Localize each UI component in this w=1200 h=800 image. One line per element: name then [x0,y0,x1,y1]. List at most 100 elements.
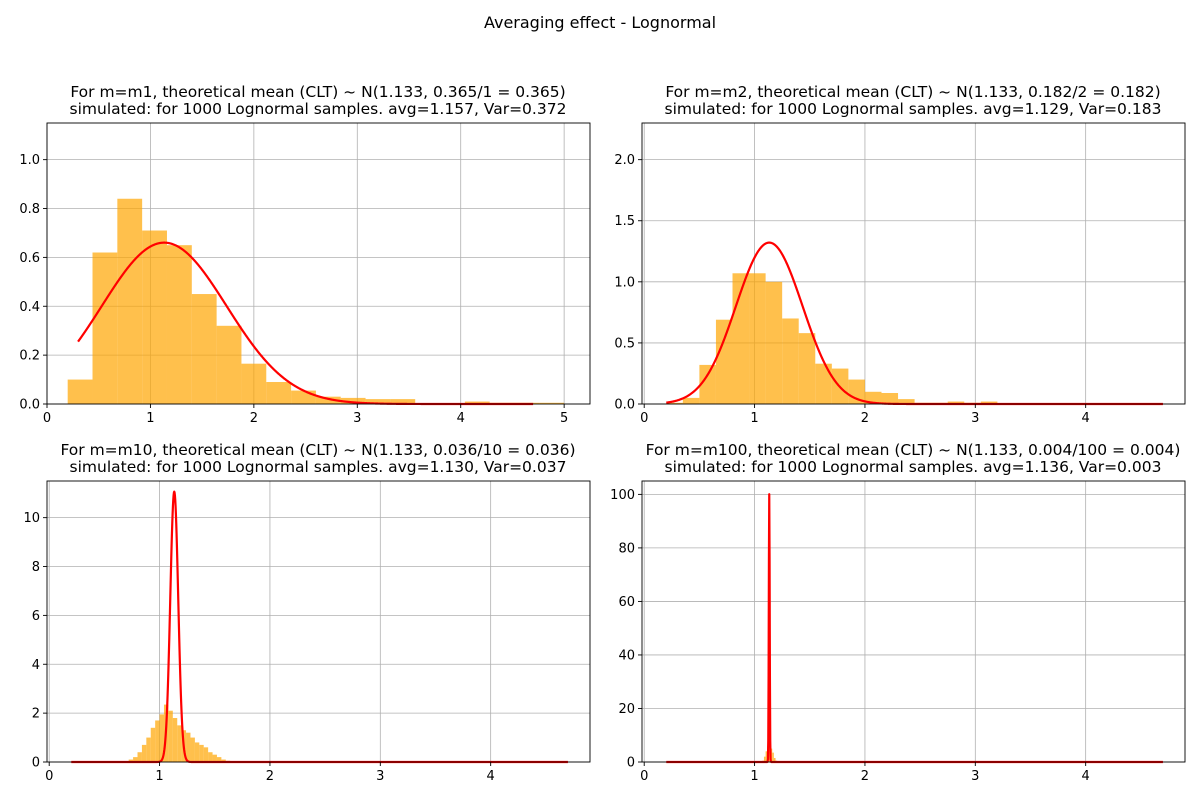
subplot-1-hist-bar-11 [340,397,366,404]
subplot-3-ytick-label-3: 6 [32,609,40,624]
subplot-3-plot-area: 0 1 2 3 4 0 2 4 6 8 10 [23,480,591,784]
subplot-1: For m=m1, theoretical mean (CLT) ~ N(1.1… [19,83,591,426]
subplot-3-hist-bar-10 [172,718,178,762]
subplot-3-hist-bar-3 [141,744,147,762]
subplot-2-ytick-label-3: 1.5 [614,214,635,229]
subplot-2-xtick-label-0: 0 [640,411,648,426]
subplot-4: For m=m100, theoretical mean (CLT) ~ N(1… [610,441,1186,784]
subplot-3-hist-bar-11 [177,725,182,762]
subplot-2-hist-bar-1 [682,397,700,404]
subplot-1-ytick-label-2: 0.4 [19,300,40,315]
subplot-2-hist-bar-0 [666,402,683,404]
figure-suptitle: Averaging effect - Lognormal [484,13,716,32]
subplot-3-hist-bar-4 [146,737,151,762]
subplot-1-hist-bar-16 [464,401,490,404]
subplot-3-hist-bar-21 [221,759,226,762]
subplot-2-hist-bar-3 [715,319,733,404]
subplot-1-hist-bar-12 [365,399,391,404]
subplot-2-hist-bar-14 [898,399,915,404]
subplot-1-hist-bar-19 [539,402,565,404]
subplot-2-ytick-label-0: 0.0 [614,398,635,413]
subplot-2-xtick-label-4: 4 [1082,411,1090,426]
subplot-3-ytick-label-4: 8 [32,560,40,575]
subplot-1-hist-bar-2 [117,198,143,404]
subplot-4-ytick-label-3: 60 [618,595,635,610]
subplot-3-xtick-label-4: 4 [487,769,495,784]
subplot-1-title-line2: simulated: for 1000 Lognormal samples. a… [70,100,567,118]
subplot-3-hist-bar-7 [159,714,164,762]
subplot-4-ytick-label-0: 0 [627,756,635,771]
subplot-3-ytick-label-0: 0 [32,756,40,771]
subplot-2-hist-bar-12 [864,391,882,404]
subplot-2-axes-frame [641,122,1186,405]
subplot-3-hist-bar-16 [199,744,204,762]
subplot-1-hist-bar-4 [166,245,192,404]
subplot-3-hist-bar-1 [133,757,138,762]
subplot-1-xtick-label-1: 1 [146,411,154,426]
subplot-2-hist-bar-19 [980,401,998,404]
subplot-2-hist-bar-8 [798,333,816,404]
subplot-1-ytick-label-1: 0.2 [19,349,40,364]
subplot-1-hist-bar-13 [390,399,416,404]
subplot-1-hist-bar-0 [67,379,93,404]
subplot-1-ytick-label-5: 1.0 [19,153,40,168]
subplot-4-ytick-label-4: 80 [618,541,635,556]
subplot-2-ytick-label-1: 0.5 [614,336,635,351]
subplot-3-ytick-label-1: 2 [32,707,40,722]
subplot-2-title-line2: simulated: for 1000 Lognormal samples. a… [665,100,1162,118]
subplot-2-ytick-label-4: 2.0 [614,153,635,168]
subplot-2-hist-bar-7 [782,318,799,404]
subplot-3-hist-bar-18 [208,752,213,762]
subplot-4-hist-bar-7 [773,757,776,762]
subplot-1-ytick-label-3: 0.6 [19,251,40,266]
subplot-4-xtick-label-2: 2 [861,769,869,784]
subplot-1-axes-frame [46,122,591,405]
subplot-3-title-line1: For m=m10, theoretical mean (CLT) ~ N(1.… [60,441,575,459]
subplot-2-hist-bar-13 [881,393,899,404]
subplot-4-xtick-label-1: 1 [750,769,758,784]
subplot-1-hist-bar-9 [291,390,316,404]
subplot-3-hist-bar-13 [186,732,191,762]
subplot-2-ytick-label-2: 1.0 [614,275,635,290]
subplot-2-hist-bar-9 [815,363,832,404]
subplot-3: For m=m10, theoretical mean (CLT) ~ N(1.… [23,441,591,784]
subplot-2-hist-bar-6 [765,281,783,404]
subplot-4-axes-frame [641,480,1186,763]
subplot-2-hist-bar-5 [749,273,766,404]
subplot-2-hist-bar-2 [699,364,716,404]
subplot-1-xtick-label-4: 4 [457,411,465,426]
subplot-1-hist-bar-8 [266,382,292,404]
subplot-3-hist-bar-14 [190,737,195,762]
subplot-1-xtick-label-3: 3 [353,411,361,426]
subplot-2-xtick-label-1: 1 [750,411,758,426]
subplot-1-title-line1: For m=m1, theoretical mean (CLT) ~ N(1.1… [70,83,565,101]
subplot-3-hist-bar-5 [150,727,156,762]
subplot-3-title-line2: simulated: for 1000 Lognormal samples. a… [70,458,567,476]
subplot-1-xtick-label-2: 2 [250,411,258,426]
subplot-4-title-line1: For m=m100, theoretical mean (CLT) ~ N(1… [646,441,1181,459]
subplot-4-hist-bar-6 [772,752,774,762]
subplot-3-hist-bar-19 [212,754,217,762]
subplot-3-ytick-label-2: 4 [32,658,40,673]
subplot-4-hist-bar-2 [765,751,768,762]
subplot-2-xtick-label-3: 3 [971,411,979,426]
subplot-1-ytick-label-0: 0.0 [19,398,40,413]
subplot-1-hist-bar-1 [92,252,118,404]
subplot-1-hist-bar-6 [216,325,242,404]
subplot-4-ytick-label-1: 20 [618,702,635,717]
subplot-3-ytick-label-5: 10 [23,511,40,526]
subplot-3-normal-curve [70,490,569,764]
subplot-1-ytick-label-4: 0.8 [19,202,40,217]
subplot-3-hist-bar-15 [194,742,200,762]
subplot-3-xtick-label-0: 0 [45,769,53,784]
subplot-1-hist-bar-3 [142,230,167,404]
subplot-4-ytick-label-2: 40 [618,648,635,663]
subplot-1-hist-bar-5 [191,294,217,404]
subplot-2-plot-area: 0 1 2 3 4 0.0 0.5 1.0 1.5 2.0 [614,122,1186,426]
subplot-3-axes-frame [46,480,591,763]
subplot-1-plot-area: 0 1 2 3 4 5 0.0 0.2 0.4 0.6 0.8 1.0 [19,122,591,426]
subplot-3-hist-bar-6 [155,720,160,762]
subplot-2-hist-bar-17 [947,401,965,404]
